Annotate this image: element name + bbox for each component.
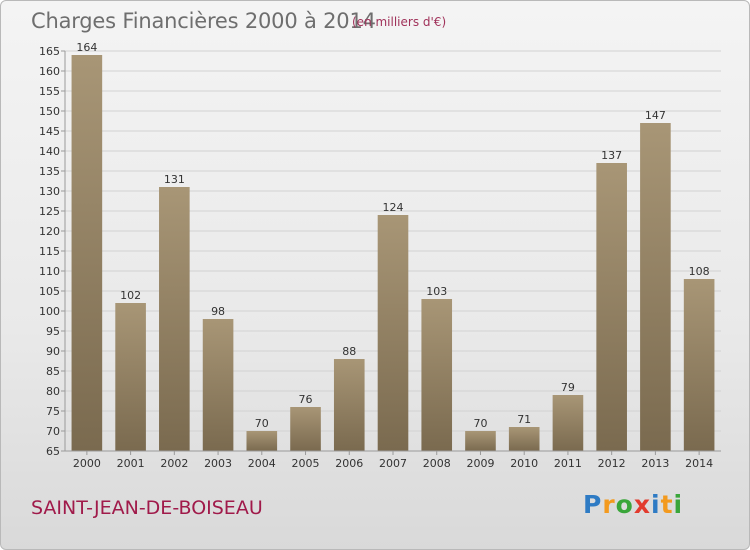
y-tick-label: 125 <box>39 205 60 218</box>
x-tick-label: 2004 <box>248 457 276 470</box>
bar-value-label: 79 <box>561 381 575 394</box>
bar-value-label: 108 <box>689 265 710 278</box>
bar <box>246 431 278 451</box>
y-tick-label: 95 <box>46 325 60 338</box>
x-tick-label: 2006 <box>335 457 363 470</box>
x-tick-label: 2010 <box>510 457 538 470</box>
bar <box>71 55 103 451</box>
y-tick-label: 80 <box>46 385 60 398</box>
logo-letter: i <box>673 490 684 519</box>
x-tick-label: 2008 <box>423 457 451 470</box>
x-tick-label: 2003 <box>204 457 232 470</box>
bar-value-label: 71 <box>517 413 531 426</box>
bar <box>333 359 365 451</box>
y-tick-label: 85 <box>46 365 60 378</box>
x-tick-label: 2000 <box>73 457 101 470</box>
bar-value-label: 131 <box>164 173 185 186</box>
bar-value-label: 76 <box>299 393 313 406</box>
y-tick-label: 145 <box>39 125 60 138</box>
y-tick-label: 65 <box>46 445 60 458</box>
y-tick-label: 135 <box>39 165 60 178</box>
logo-letter: P <box>583 490 603 519</box>
bar-value-label: 164 <box>76 41 97 54</box>
bar-value-label: 88 <box>342 345 356 358</box>
bar <box>202 319 234 451</box>
y-tick-label: 75 <box>46 405 60 418</box>
y-tick-label: 100 <box>39 305 60 318</box>
y-tick-label: 105 <box>39 285 60 298</box>
bar-value-label: 70 <box>473 417 487 430</box>
bar <box>290 407 321 451</box>
y-tick-label: 165 <box>39 45 60 58</box>
logo-letter: t <box>660 490 674 519</box>
x-tick-label: 2011 <box>554 457 582 470</box>
y-tick-label: 120 <box>39 225 60 238</box>
logo-letter: o <box>615 490 634 519</box>
x-tick-label: 2014 <box>685 457 713 470</box>
bar-value-label: 103 <box>426 285 447 298</box>
bar <box>508 427 540 451</box>
bar <box>421 299 453 451</box>
bar <box>465 431 496 451</box>
x-tick-label: 2001 <box>117 457 145 470</box>
x-tick-label: 2012 <box>598 457 626 470</box>
bar <box>683 279 715 451</box>
y-tick-label: 155 <box>39 85 60 98</box>
logo-letter: i <box>651 490 661 519</box>
bar <box>159 187 190 451</box>
proxiti-logo: Proxiti <box>583 490 683 519</box>
x-tick-label: 2013 <box>641 457 669 470</box>
y-tick-label: 70 <box>46 425 60 438</box>
logo-letter: r <box>602 490 616 519</box>
bar <box>115 303 146 451</box>
x-tick-label: 2007 <box>379 457 407 470</box>
bar-value-label: 102 <box>120 289 141 302</box>
y-tick-label: 140 <box>39 145 60 158</box>
chart-subtitle: (en milliers d'€) <box>352 15 447 29</box>
y-tick-label: 160 <box>39 65 60 78</box>
logo-letter: x <box>633 490 651 519</box>
bar-value-label: 98 <box>211 305 225 318</box>
y-tick-label: 130 <box>39 185 60 198</box>
bar-value-label: 147 <box>645 109 666 122</box>
bar-value-label: 137 <box>601 149 622 162</box>
bar-value-label: 124 <box>383 201 404 214</box>
x-tick-label: 2009 <box>466 457 494 470</box>
x-tick-label: 2002 <box>160 457 188 470</box>
y-tick-label: 110 <box>39 265 60 278</box>
bar <box>596 163 627 451</box>
bar <box>377 215 409 451</box>
bar-value-label: 70 <box>255 417 269 430</box>
y-tick-label: 115 <box>39 245 60 258</box>
y-tick-label: 150 <box>39 105 60 118</box>
bar <box>640 123 671 451</box>
y-tick-label: 90 <box>46 345 60 358</box>
commune-name: SAINT-JEAN-DE-BOISEAU <box>31 497 263 519</box>
chart-title: Charges Financières 2000 à 2014 <box>31 9 376 33</box>
x-tick-label: 2005 <box>292 457 320 470</box>
bar <box>552 395 584 451</box>
